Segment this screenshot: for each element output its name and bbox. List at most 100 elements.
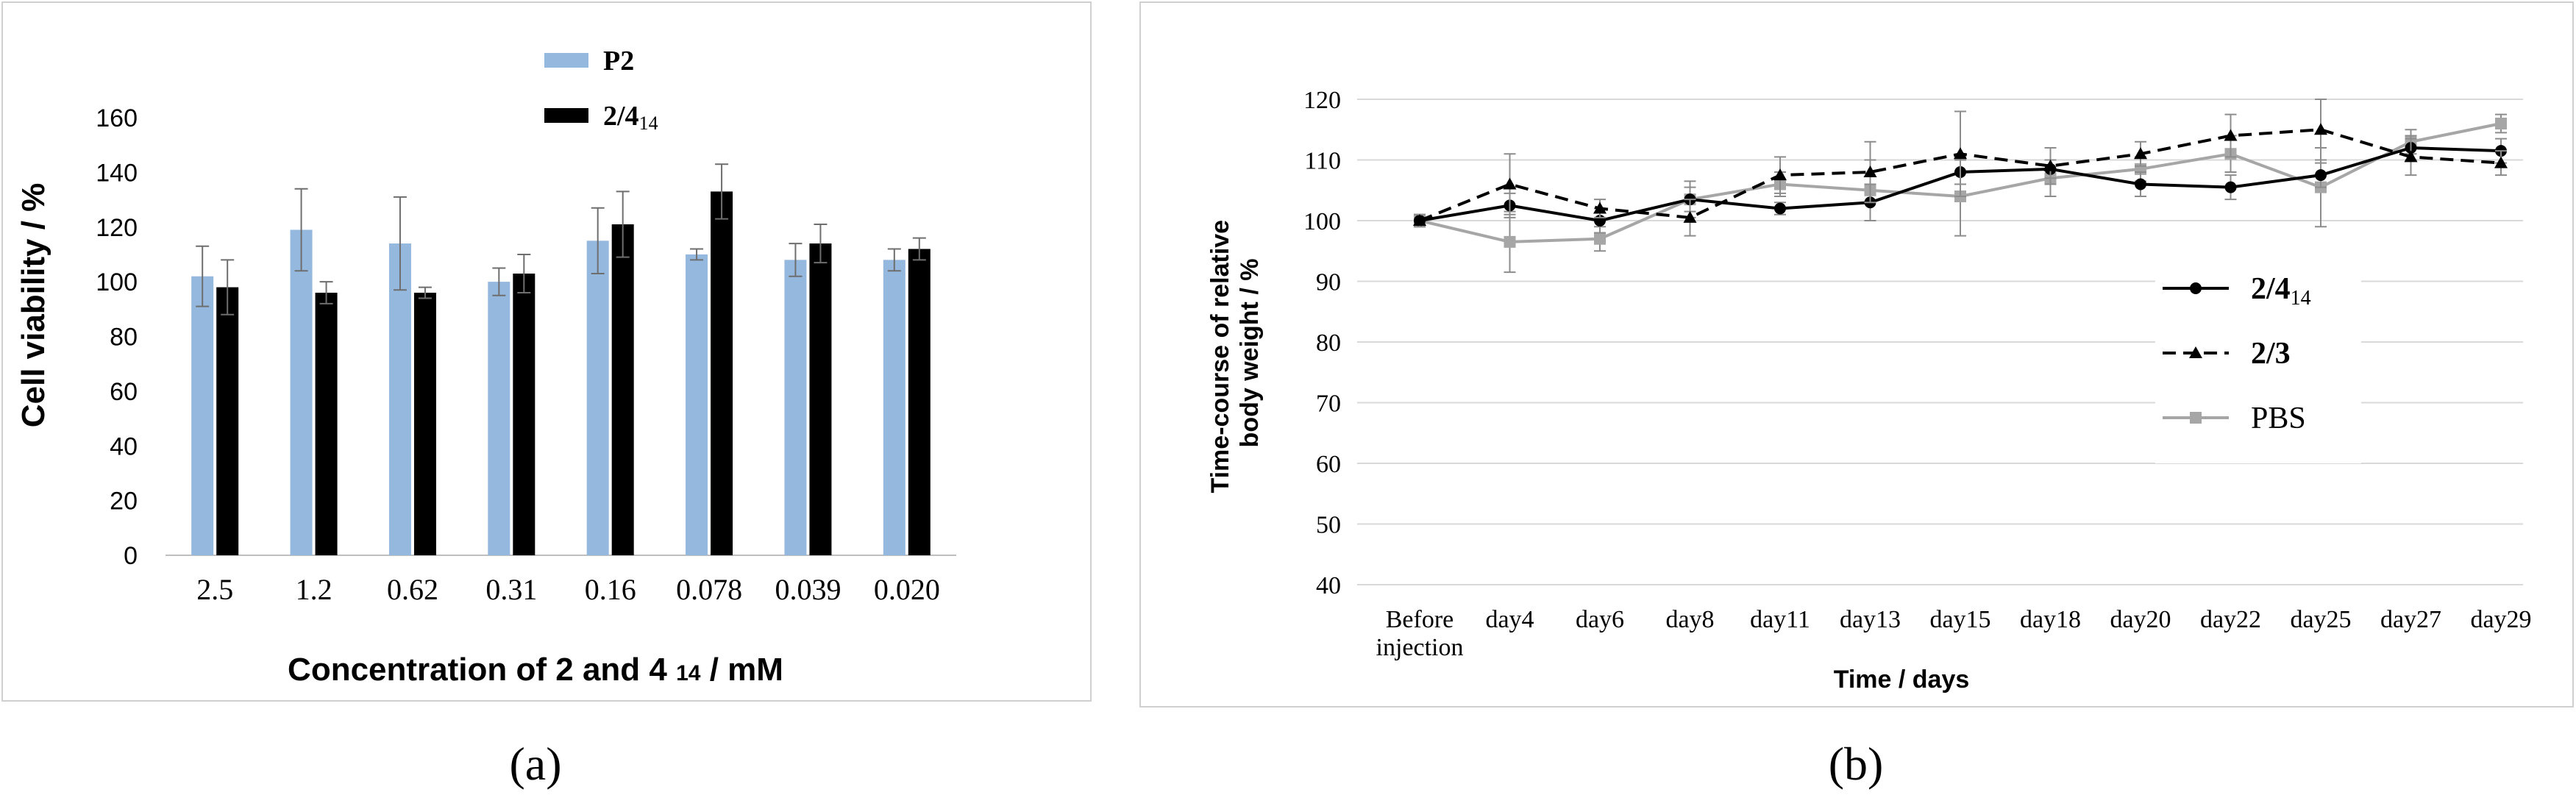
panel-b-gridlines (1357, 99, 2523, 585)
bar (611, 224, 634, 555)
error-bar (616, 190, 630, 258)
error-bar (393, 196, 407, 291)
y-tick-label: 100 (1303, 208, 1341, 235)
bar (191, 276, 214, 555)
x-tick-label-line: day20 (2110, 606, 2171, 633)
x-tick-label: day22 (2200, 606, 2261, 633)
data-point (1413, 214, 1426, 226)
legend-swatch (544, 53, 588, 68)
y-tick-label: 80 (1316, 329, 1341, 357)
error-bar (715, 163, 729, 220)
panel-a-legend: P2 2/414 (544, 46, 658, 134)
error-bar (221, 259, 235, 316)
legend-label-main: PBS (2251, 402, 2306, 435)
data-point (2495, 118, 2507, 129)
panel-b-y-ticks: 40 50 60 70 80 90 100 110 120 (1303, 87, 1341, 599)
data-point (2315, 169, 2327, 182)
panel-a: 0 20 40 60 80 100 120 140 160 2.5 1.2 0.62 0.31 0.16… (1, 1, 1092, 702)
x-tick-label: 0.039 (775, 573, 841, 606)
panel-a-y-axis-title: Cell viability / % (15, 183, 51, 428)
y-tick-label: 60 (110, 378, 138, 406)
error-bar (814, 224, 828, 264)
data-point (1683, 210, 1697, 223)
x-tick-label-line: day29 (2470, 606, 2531, 633)
bar (908, 249, 931, 555)
x-tick-label-line: Before (1386, 606, 1454, 633)
x-tick-label: 0.16 (585, 573, 636, 606)
error-bar (789, 243, 803, 277)
panel-a-label: (a) (509, 738, 561, 790)
x-tick-label-line: day11 (1750, 606, 1810, 633)
x-tick-label-line: day8 (1665, 606, 1714, 633)
x-tick-label: day4 (1485, 606, 1534, 633)
y-tick-label: 0 (124, 542, 138, 570)
data-point (2404, 150, 2418, 163)
bar (216, 287, 239, 555)
data-point (2224, 129, 2238, 141)
bar (513, 273, 536, 555)
legend-swatch (544, 108, 588, 123)
bar (883, 260, 905, 555)
legend-label: 2/414 (603, 101, 658, 134)
x-tick-label: 1.2 (296, 573, 332, 606)
y-tick-label: 160 (96, 104, 138, 132)
legend-label-main: P2 (603, 46, 634, 76)
data-point (1503, 177, 1517, 190)
data-point (1594, 232, 1606, 245)
error-bar (294, 188, 308, 272)
panel-a-x-axis-title-main: Concentration of 2 and 4 (288, 652, 667, 688)
y-tick-label: 70 (1316, 391, 1341, 418)
data-point (2314, 123, 2327, 135)
panel-b-y-axis-title-line-1: Time-course of relative (1206, 220, 1234, 493)
legend-marker (2189, 346, 2202, 358)
legend-background (2155, 261, 2361, 463)
error-bar (690, 248, 704, 261)
panel-b-y-axis-title-line-2: body weight / % (1236, 259, 1264, 448)
x-tick-label-line: day22 (2200, 606, 2261, 633)
error-bar (319, 281, 333, 304)
bar (413, 293, 436, 555)
x-tick-label: 0.020 (874, 573, 940, 606)
data-point (1593, 202, 1607, 214)
legend-label: P2 (603, 46, 634, 76)
x-tick-label: day18 (2020, 606, 2081, 633)
bar (711, 191, 733, 555)
y-tick-label: 120 (96, 214, 138, 242)
bar (388, 243, 411, 555)
x-tick-label: 2.5 (196, 573, 233, 606)
x-tick-label-line: day18 (2020, 606, 2081, 633)
data-point (2134, 147, 2147, 160)
legend-label-main: 2/3 (2251, 337, 2291, 371)
panel-b-legend: 2/414 2/3 PBS (2155, 261, 2361, 463)
panel-a-y-ticks: 0 20 40 60 80 100 120 140 160 (96, 104, 138, 570)
x-tick-label: 0.62 (387, 573, 438, 606)
x-tick-label-line: day27 (2380, 606, 2441, 633)
panel-b-x-axis-title: Time / days (1834, 666, 1970, 694)
panel-a-x-axis-title-sub: 14 (676, 661, 701, 685)
legend-label: 2/3 (2251, 337, 2291, 371)
x-tick-label: day8 (1665, 606, 1714, 633)
y-tick-label: 40 (1316, 572, 1341, 599)
data-point (2494, 156, 2508, 168)
legend-label-sub: 14 (639, 113, 658, 134)
panel-b-y-axis-title: Time-course of relative body weight / % (1206, 213, 1264, 493)
error-bar (196, 245, 210, 307)
data-point (1954, 147, 1967, 160)
panel-b-series (1413, 99, 2508, 274)
y-tick-label: 90 (1316, 269, 1341, 296)
bar (809, 243, 832, 555)
x-tick-label-line: injection (1376, 634, 1464, 661)
panel-b-x-ticks: Before injection day4 day6 day8 day11 day13 day… (1376, 606, 2532, 661)
bar (488, 282, 510, 555)
data-point (1773, 168, 1787, 181)
y-tick-label: 80 (110, 324, 138, 352)
x-tick-label: day15 (1929, 606, 1990, 633)
legend-label: 2/414 (2251, 272, 2311, 310)
y-tick-label: 60 (1316, 451, 1341, 478)
bar (784, 260, 807, 555)
y-tick-label: 20 (110, 488, 138, 516)
legend-label-sub: 14 (2291, 287, 2311, 310)
x-tick-label: 0.078 (676, 573, 742, 606)
x-tick-label: day25 (2290, 606, 2351, 633)
